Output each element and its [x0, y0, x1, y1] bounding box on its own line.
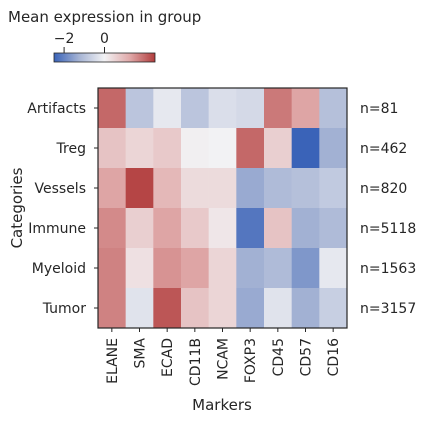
- heatmap-cells: [98, 88, 348, 329]
- count-label: n=462: [360, 141, 407, 157]
- count-label: n=820: [360, 181, 407, 197]
- heatmap-cell: [98, 88, 126, 129]
- heatmap-cell: [291, 88, 320, 129]
- heatmap-cell: [291, 168, 320, 209]
- x-tick-label: FOXP3: [243, 338, 259, 383]
- heatmap-cell: [208, 168, 237, 209]
- count-labels: n=81 n=462 n=820 n=5118 n=1563 n=3157: [360, 101, 416, 317]
- colorbar-ticks: −2 0: [54, 31, 109, 53]
- x-tick-label: CD11B: [188, 338, 204, 386]
- count-label: n=81: [360, 101, 398, 117]
- heatmap-cell: [291, 208, 320, 249]
- heatmap-cell: [153, 208, 182, 249]
- x-axis-label: Markers: [192, 396, 252, 414]
- y-tick-label: Artifacts: [27, 101, 86, 117]
- heatmap-cell: [125, 248, 154, 289]
- heatmap-cell: [181, 248, 209, 289]
- y-tick-label: Myeloid: [32, 261, 86, 277]
- heatmap-cell: [181, 288, 209, 329]
- y-axis-label: Categories: [8, 167, 26, 248]
- heatmap-cell: [98, 208, 126, 249]
- heatmap-cell: [236, 208, 265, 249]
- heatmap-cell: [153, 288, 182, 329]
- heatmap-cell: [319, 128, 348, 169]
- heatmap-cell: [319, 248, 348, 289]
- heatmap-cell: [264, 128, 292, 169]
- x-tick-labels: ELANE SMA ECAD CD11B NCAM FOXP3 CD45 CD57 CD16: [105, 328, 342, 386]
- heatmap-cell: [153, 128, 182, 169]
- heatmap-cell: [236, 248, 265, 289]
- heatmap-cell: [264, 208, 292, 249]
- heatmap-cell: [291, 248, 320, 289]
- heatmap-cell: [291, 128, 320, 169]
- y-tick-labels: Artifacts Treg Vessels Immune Myeloid Tumor: [27, 101, 98, 317]
- y-tick-label: Treg: [56, 141, 86, 157]
- heatmap-cell: [125, 208, 154, 249]
- heatmap-cell: [181, 208, 209, 249]
- heatmap-cell: [181, 128, 209, 169]
- y-tick-label: Immune: [28, 221, 86, 237]
- heatmap-cell: [236, 168, 265, 209]
- y-tick-label: Tumor: [42, 301, 87, 317]
- x-tick-label: NCAM: [216, 338, 232, 380]
- count-label: n=3157: [360, 301, 416, 317]
- x-tick-label: CD45: [271, 338, 287, 376]
- heatmap-cell: [236, 288, 265, 329]
- heatmap-cell: [153, 168, 182, 209]
- y-tick-label: Vessels: [35, 181, 87, 197]
- heatmap-cell: [208, 208, 237, 249]
- heatmap-cell: [125, 168, 154, 209]
- x-tick-label: CD16: [326, 338, 342, 376]
- heatmap-cell: [98, 248, 126, 289]
- colorbar-title: Mean expression in group: [8, 8, 201, 26]
- heatmap-cell: [181, 168, 209, 209]
- heatmap-cell: [153, 248, 182, 289]
- heatmap-cell: [125, 88, 154, 129]
- heatmap-cell: [208, 248, 237, 289]
- heatmap-cell: [236, 88, 265, 129]
- heatmap-cell: [98, 168, 126, 209]
- heatmap-cell: [208, 128, 237, 169]
- heatmap-cell: [291, 288, 320, 329]
- heatmap-cell: [125, 128, 154, 169]
- colorbar-tick-label: 0: [100, 31, 109, 47]
- x-tick-label: CD57: [299, 338, 315, 376]
- count-label: n=5118: [360, 221, 416, 237]
- heatmap-cell: [125, 288, 154, 329]
- heatmap-cell: [98, 128, 126, 169]
- heatmap-cell: [319, 168, 348, 209]
- count-label: n=1563: [360, 261, 416, 277]
- heatmap-cell: [319, 288, 348, 329]
- heatmap-cell: [236, 128, 265, 169]
- heatmap-cell: [181, 88, 209, 129]
- heatmap-cell: [264, 168, 292, 209]
- x-tick-label: ECAD: [160, 338, 176, 377]
- colorbar-tick-label: −2: [54, 31, 75, 47]
- colorbar: [53, 52, 156, 63]
- heatmap-cell: [264, 88, 292, 129]
- heatmap-cell: [319, 208, 348, 249]
- heatmap-cell: [208, 288, 237, 329]
- heatmap-cell: [319, 88, 348, 129]
- heatmap-cell: [264, 248, 292, 289]
- x-tick-label: ELANE: [105, 338, 121, 384]
- heatmap-cell: [153, 88, 182, 129]
- x-tick-label: SMA: [133, 338, 149, 369]
- heatmap-cell: [208, 88, 237, 129]
- heatmap-cell: [264, 288, 292, 329]
- heatmap-cell: [98, 288, 126, 329]
